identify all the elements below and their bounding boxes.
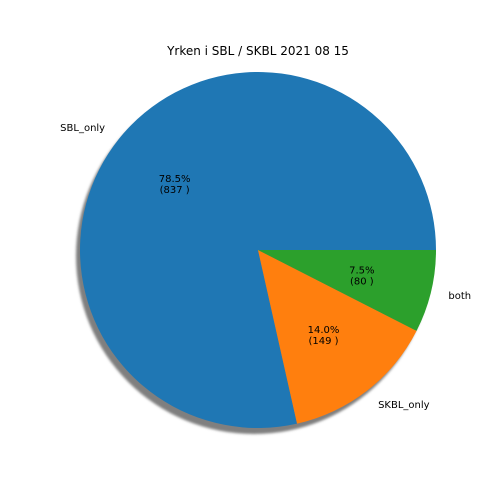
slice-count-both: (80 ) — [350, 276, 374, 287]
pie-labels: SBL_only 78.5%(837 ) SKBL_only 14.0%(149 ) b… — [60, 123, 471, 411]
slice-percent-sbl-only: 78.5% — [159, 174, 191, 185]
slice-label-both: both — [448, 291, 471, 302]
pie-slice-sbl-only — [80, 72, 436, 429]
slice-percent-skbl-only: 14.0% — [308, 325, 340, 336]
pie-slice-skbl-only — [258, 250, 417, 424]
slice-label-skbl-only: SKBL_only — [378, 400, 430, 411]
pie-slices — [80, 72, 436, 429]
slice-count-skbl-only: (149 ) — [308, 336, 338, 347]
slice-label-sbl-only: SBL_only — [60, 123, 105, 134]
slice-count-sbl-only: (837 ) — [160, 185, 190, 196]
chart-title: Yrken i SBL / SKBL 2021 08 15 — [166, 44, 349, 58]
slice-percent-both: 7.5% — [349, 265, 374, 276]
pie-slice-both — [258, 250, 436, 331]
